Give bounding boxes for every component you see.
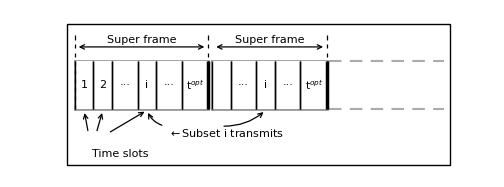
Text: ···: ··· (238, 80, 249, 90)
Text: 1: 1 (81, 80, 88, 90)
Bar (112, 61, 138, 109)
Bar (156, 61, 182, 109)
Bar (182, 61, 208, 109)
Bar (212, 61, 231, 109)
Bar (75, 61, 93, 109)
Bar (93, 61, 112, 109)
Text: ···: ··· (164, 80, 174, 90)
Bar (257, 61, 275, 109)
Text: t$^{opt}$: t$^{opt}$ (186, 78, 204, 92)
Text: Super frame: Super frame (107, 36, 176, 45)
Text: Super frame: Super frame (235, 36, 304, 45)
Text: t$^{opt}$: t$^{opt}$ (304, 78, 323, 92)
Text: $\leftarrow$Subset i transmits: $\leftarrow$Subset i transmits (168, 127, 285, 139)
Text: i: i (264, 80, 267, 90)
Text: Time slots: Time slots (92, 149, 149, 159)
Text: ···: ··· (119, 80, 131, 90)
Bar (275, 61, 300, 109)
Bar (138, 61, 156, 109)
Bar (300, 61, 327, 109)
Bar (231, 61, 257, 109)
Text: 2: 2 (99, 80, 106, 90)
Text: ···: ··· (282, 80, 293, 90)
Text: i: i (146, 80, 149, 90)
